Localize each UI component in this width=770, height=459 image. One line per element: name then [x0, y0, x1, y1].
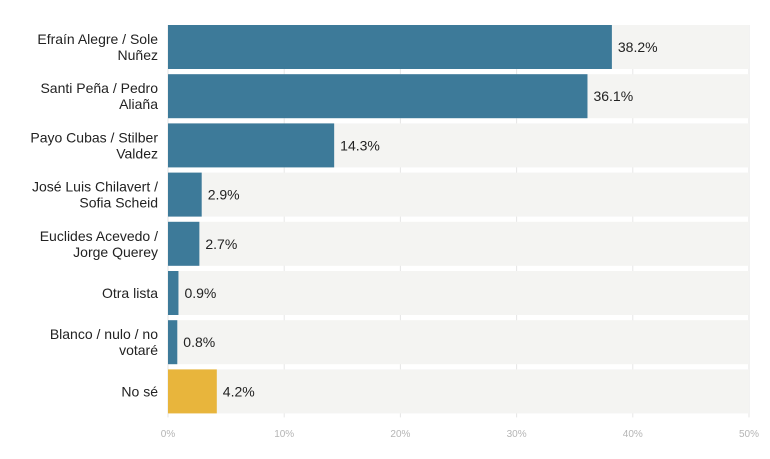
x-tick-label: 0%: [161, 429, 176, 440]
data-label: 38.2%: [618, 39, 658, 55]
category-label: Blanco / nulo / no votaré: [50, 326, 158, 358]
category-label: Santi Peña / Pedro Aliaña: [40, 80, 158, 112]
category-label: Payo Cubas / Stilber Valdez: [30, 129, 158, 161]
data-label: 0.9%: [184, 285, 216, 301]
bar-track: [168, 369, 749, 414]
x-tick-label: 10%: [274, 429, 294, 440]
data-label: 2.9%: [208, 187, 240, 203]
x-axis-ticks: 0% 10% 20% 30% 40% 50%: [161, 429, 759, 440]
data-label: 0.8%: [183, 334, 215, 350]
bar: [168, 172, 202, 217]
bar: [168, 221, 200, 266]
category-label: Euclides Acevedo / Jorge Querey: [40, 228, 158, 260]
value-labels: 38.2% 36.1% 14.3% 2.9% 2.7% 0.9% 0.8% 4.2%: [183, 39, 657, 399]
data-label: 14.3%: [340, 137, 380, 153]
category-label: No sé: [121, 383, 158, 399]
category-label: Efraín Alegre / Sole Nuñez: [37, 31, 158, 63]
data-label: 36.1%: [593, 88, 633, 104]
bar: [168, 25, 612, 69]
bar-track: [168, 221, 749, 266]
bar: [168, 320, 178, 365]
bar: [168, 369, 217, 414]
x-tick-label: 30%: [507, 429, 527, 440]
bars: [168, 25, 612, 414]
bar: [168, 271, 179, 315]
bar-track: [168, 320, 749, 365]
category-labels: Efraín Alegre / Sole Nuñez Santi Peña / Pe…: [30, 31, 158, 399]
bar: [168, 123, 335, 168]
category-label: José Luis Chilavert / Sofia Scheid: [32, 179, 158, 211]
bar-track: [168, 172, 749, 217]
bar-track: [168, 271, 749, 315]
data-label: 2.7%: [205, 236, 237, 252]
x-tick-label: 40%: [623, 429, 643, 440]
bar: [168, 74, 588, 119]
data-label: 4.2%: [223, 383, 255, 399]
x-tick-label: 50%: [739, 429, 759, 440]
x-tick-label: 20%: [390, 429, 410, 440]
category-label: Otra lista: [102, 285, 158, 301]
